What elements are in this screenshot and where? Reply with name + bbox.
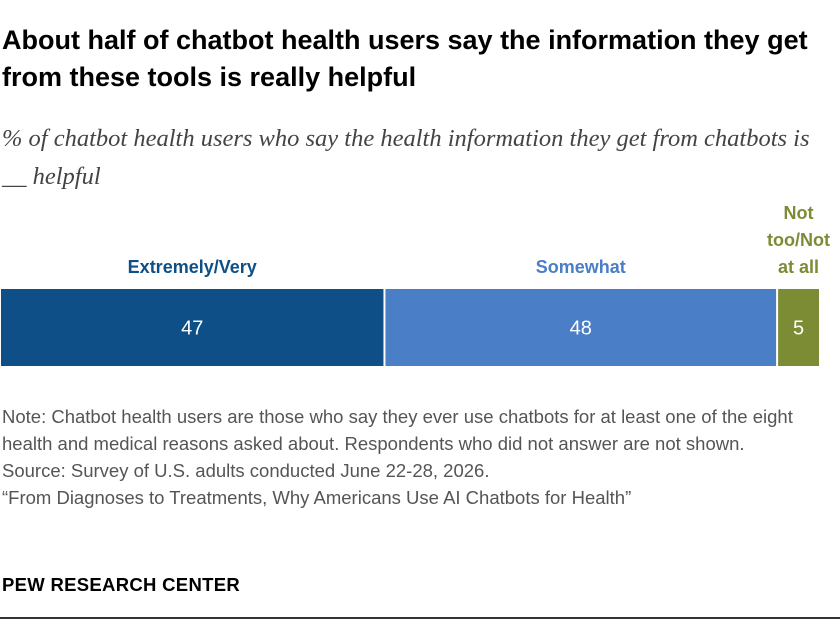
- category-label-line: at all: [778, 257, 819, 277]
- brand-name: PEW RESEARCH CENTER: [2, 574, 240, 595]
- category-label-line: Extremely/Very: [128, 257, 257, 277]
- chart-title: About half of chatbot health users say t…: [2, 25, 808, 92]
- category-label-line: Not: [784, 203, 814, 223]
- value-label-extremely-very: 47: [181, 318, 203, 340]
- note-text: Note: Chatbot health users are those who…: [2, 406, 793, 454]
- chart-notes: Note: Chatbot health users are those who…: [2, 403, 838, 511]
- chart-subtitle: % of chatbot health users who say the he…: [2, 125, 810, 190]
- value-label-somewhat: 48: [570, 318, 592, 340]
- category-label-somewhat: Somewhat: [536, 257, 626, 277]
- bottom-divider: [0, 617, 840, 619]
- value-label-not-too-not-at-all: 5: [793, 318, 804, 340]
- bar-segment-not-too-not-at-all: [778, 289, 819, 366]
- stacked-bar-chart: 47 Extremely/Very 48 Somewhat 5 Not too/Not at …: [1, 203, 830, 366]
- category-label-line: Somewhat: [536, 257, 626, 277]
- category-label-not-too-not-at-all: Not too/Not at all: [767, 203, 830, 277]
- bar-segment-somewhat: [385, 289, 777, 366]
- source-text: Source: Survey of U.S. adults conducted …: [2, 460, 490, 481]
- report-title-text: “From Diagnoses to Treatments, Why Ameri…: [2, 487, 632, 508]
- category-label-extremely-very: Extremely/Very: [128, 257, 257, 277]
- category-label-line: too/Not: [767, 230, 830, 250]
- bar-segment-extremely-very: [1, 289, 384, 366]
